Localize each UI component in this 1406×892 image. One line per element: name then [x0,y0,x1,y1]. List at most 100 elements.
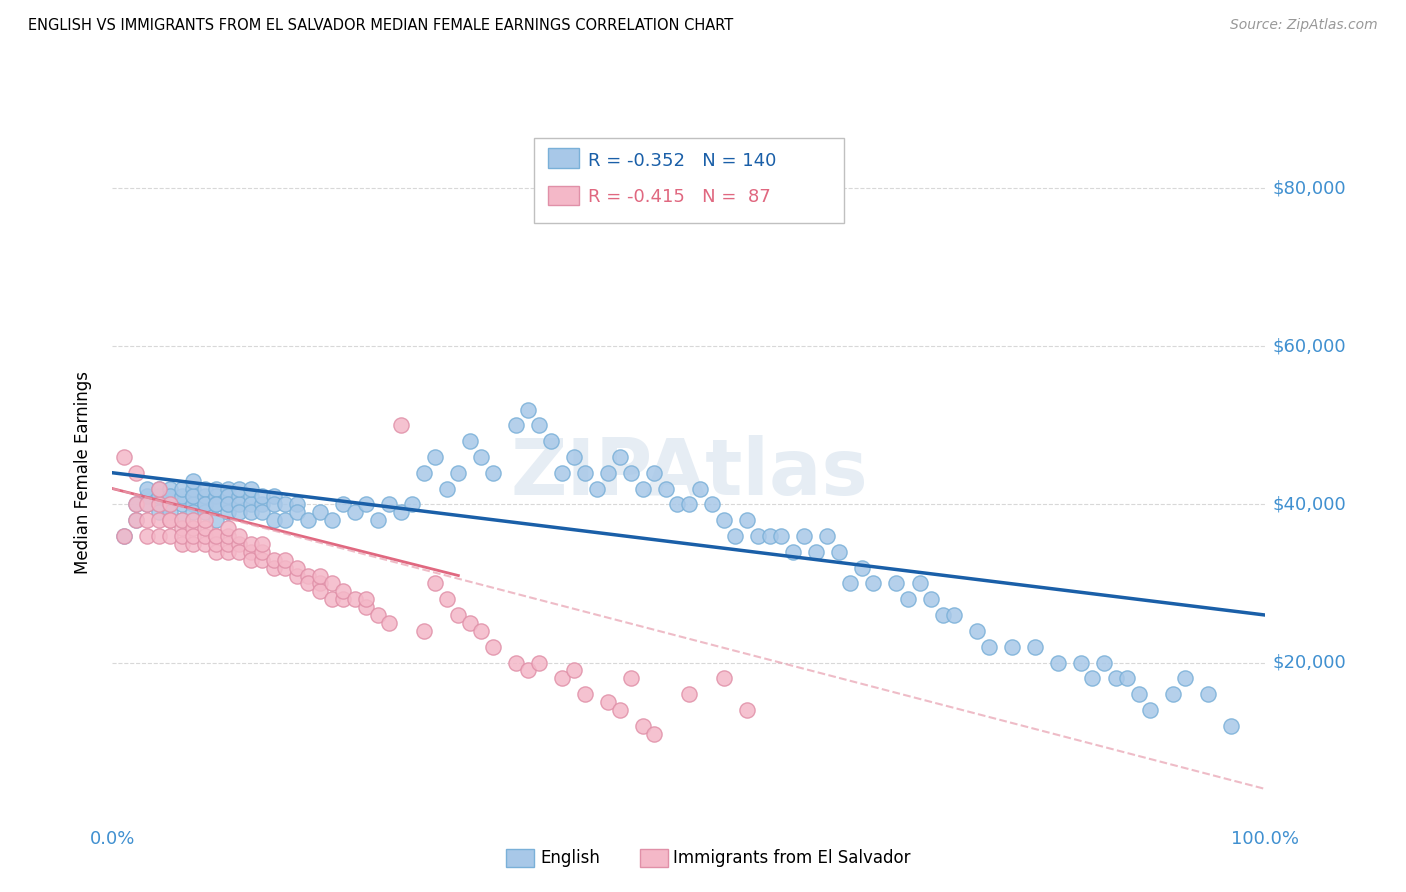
Point [943,608,966,623]
Point [112,529,135,543]
Point [285,568,308,582]
Point [412,624,434,638]
Point [228,490,250,504]
Point [1070,656,1092,670]
Point [562,664,585,678]
Point [181,490,204,504]
Point [977,640,1000,654]
Point [1001,640,1024,654]
Point [354,600,377,615]
Point [252,537,274,551]
Point [274,497,297,511]
Point [436,482,458,496]
Point [1197,687,1219,701]
Point [205,490,228,504]
Point [793,529,815,543]
Point [194,490,217,504]
Point [159,513,181,527]
Point [228,537,250,551]
Point [609,450,631,464]
Point [217,505,239,519]
Point [643,726,665,740]
Point [1161,687,1184,701]
Point [655,482,678,496]
Point [274,560,297,574]
Point [159,482,181,496]
Point [643,466,665,480]
Point [620,466,643,480]
Point [228,497,250,511]
Point [321,513,343,527]
Point [148,505,170,519]
Point [263,560,285,574]
Point [631,719,654,733]
Point [1092,656,1115,670]
Point [205,537,228,551]
Point [1139,703,1161,717]
Point [148,497,170,511]
Point [897,592,920,607]
Point [170,490,193,504]
Point [263,497,285,511]
Point [1046,656,1069,670]
Point [297,568,319,582]
Point [401,497,423,511]
Point [713,671,735,685]
Point [217,490,239,504]
Point [148,513,170,527]
Point [620,671,643,685]
Point [482,466,505,480]
Point [758,529,780,543]
Point [747,529,769,543]
Point [170,497,193,511]
Point [217,497,239,511]
Point [1128,687,1150,701]
Point [124,513,146,527]
Point [285,505,308,519]
Point [470,450,492,464]
Point [815,529,838,543]
Point [136,482,159,496]
Text: ENGLISH VS IMMIGRANTS FROM EL SALVADOR MEDIAN FEMALE EARNINGS CORRELATION CHART: ENGLISH VS IMMIGRANTS FROM EL SALVADOR M… [28,18,734,33]
Point [1174,671,1197,685]
Point [124,497,146,511]
Point [194,529,217,543]
Point [631,482,654,496]
Point [678,687,700,701]
Point [148,497,170,511]
Point [367,608,389,623]
Point [458,615,481,630]
Point [159,529,181,543]
Point [148,490,170,504]
Point [194,513,217,527]
Point [540,434,562,449]
Text: R = -0.352   N = 140: R = -0.352 N = 140 [588,152,776,169]
Point [239,497,262,511]
Point [181,529,204,543]
Point [562,450,585,464]
Point [148,482,170,496]
Point [367,513,389,527]
Point [252,505,274,519]
Point [170,521,193,535]
Point [735,703,758,717]
Point [159,490,181,504]
Point [309,568,332,582]
Point [920,592,942,607]
Point [239,490,262,504]
Point [425,450,447,464]
Point [274,552,297,567]
Point [828,545,851,559]
Point [124,466,146,480]
Point [170,513,193,527]
Point [354,497,377,511]
Text: $40,000: $40,000 [1272,495,1346,514]
Point [332,584,354,599]
Point [782,545,804,559]
Point [321,576,343,591]
Point [194,497,217,511]
Point [217,521,239,535]
Point [724,529,747,543]
Point [527,656,550,670]
Point [148,482,170,496]
